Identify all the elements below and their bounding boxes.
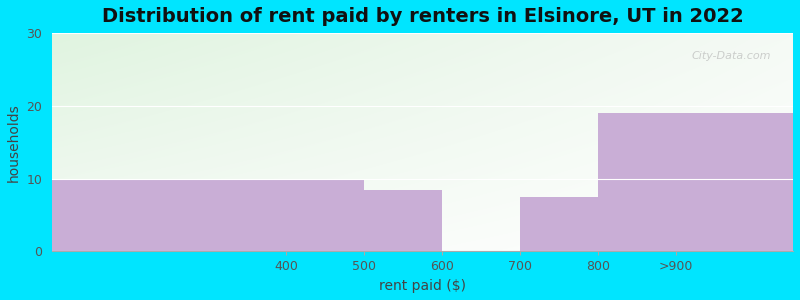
Bar	[520, 197, 598, 251]
Text: City-Data.com: City-Data.com	[691, 50, 771, 61]
X-axis label: rent paid ($): rent paid ($)	[379, 279, 466, 293]
Bar	[598, 113, 793, 251]
Bar	[364, 190, 442, 251]
Title: Distribution of rent paid by renters in Elsinore, UT in 2022: Distribution of rent paid by renters in …	[102, 7, 743, 26]
Y-axis label: households: households	[7, 103, 21, 182]
Bar	[52, 179, 364, 251]
